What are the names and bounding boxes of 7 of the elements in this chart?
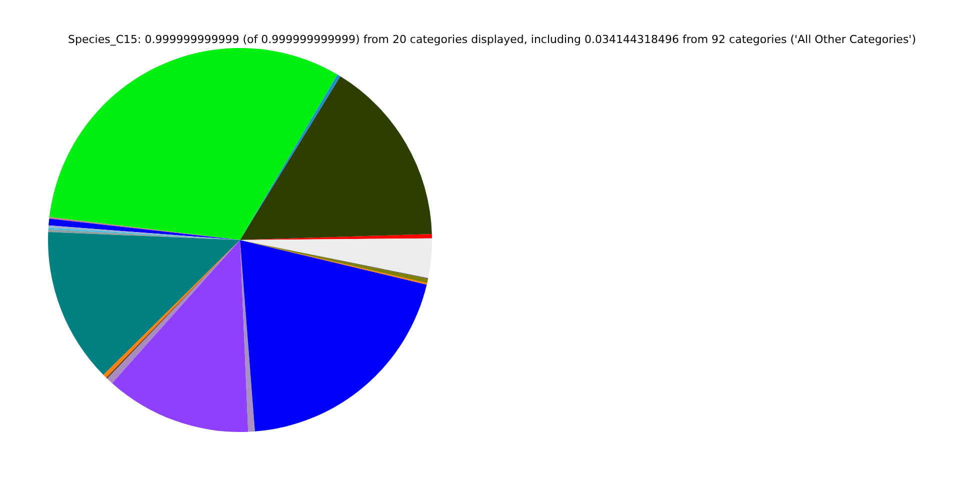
- pie-slice: [48, 232, 240, 375]
- pie-slice: [240, 74, 340, 240]
- text: Species_C15: 0.999999999999 (of 0.999999999999) from 20 categories displayed, including 0.034144318496 from 92 categories ('All Other Categories'): [68, 33, 916, 46]
- pie-slice: [240, 76, 432, 240]
- pie-slice: [49, 48, 338, 240]
- pie-slice: [240, 240, 427, 432]
- pie-slice: [112, 240, 248, 432]
